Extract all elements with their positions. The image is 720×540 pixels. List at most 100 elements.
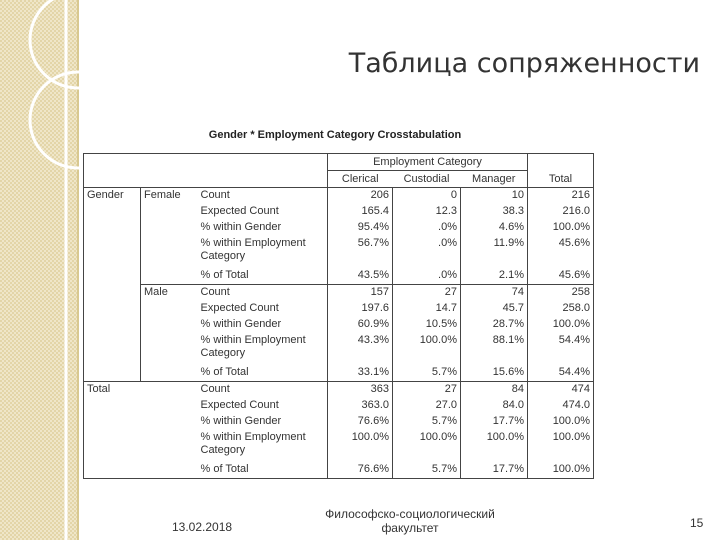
cell: 258.0 bbox=[527, 301, 594, 317]
faculty-line: Философско-социологический bbox=[325, 507, 495, 521]
column-header: Clerical bbox=[341, 173, 379, 185]
column-header: Manager bbox=[460, 170, 528, 188]
cell: .0% bbox=[392, 236, 461, 268]
cell: 474 bbox=[527, 381, 594, 398]
cell: 5.7% bbox=[392, 365, 461, 382]
row-label: Count bbox=[197, 284, 328, 301]
table-row: % within Gender 95.4% .0% 4.6% 100.0% bbox=[84, 220, 594, 236]
cell: 88.1% bbox=[460, 333, 528, 365]
cell: 363.0 bbox=[327, 398, 393, 414]
table-row: % within Employment Category 100.0% 100.0%… bbox=[84, 430, 594, 462]
cell: .0% bbox=[392, 268, 461, 285]
cell: 216.0 bbox=[527, 204, 594, 220]
cell: 45.6% bbox=[527, 268, 594, 285]
row-label: % within Gender bbox=[200, 415, 282, 427]
cell: 54.4% bbox=[527, 333, 594, 365]
cell: 100.0% bbox=[392, 430, 461, 462]
cell: 363 bbox=[327, 381, 393, 398]
table-row: Employment Category Total bbox=[83, 153, 594, 188]
cell: 60.9% bbox=[327, 317, 393, 333]
cell: 45.7 bbox=[460, 301, 528, 317]
cell: 100.0% bbox=[527, 462, 594, 479]
cell: 14.7 bbox=[392, 301, 461, 317]
cell: 100.0% bbox=[460, 430, 528, 462]
cell: 474.0 bbox=[527, 398, 594, 414]
row-label: % within Employment Category bbox=[200, 237, 306, 262]
cell: 27.0 bbox=[392, 398, 461, 414]
decoration bbox=[0, 0, 80, 540]
column-header: Total bbox=[527, 153, 594, 188]
faculty: Философско-социологический факультет bbox=[300, 507, 520, 535]
column-header: Custodial bbox=[403, 173, 450, 185]
table-row: % of Total 33.1% 5.7% 15.6% 54.4% bbox=[84, 365, 594, 382]
table-row: % within Gender 60.9% 10.5% 28.7% 100.0% bbox=[84, 317, 594, 333]
row-label: % within Employment Category bbox=[200, 334, 306, 359]
cell: 45.6% bbox=[527, 236, 594, 268]
cell: 56.7% bbox=[327, 236, 393, 268]
subsection-label: Female bbox=[140, 187, 198, 285]
row-label: Count bbox=[197, 381, 328, 398]
table-row: % of Total 43.5% .0% 2.1% 45.6% bbox=[84, 268, 594, 285]
cell: 17.7% bbox=[460, 462, 528, 479]
row-label: Expected Count bbox=[200, 205, 279, 217]
cell: 258 bbox=[527, 284, 594, 301]
cell: 11.9% bbox=[460, 236, 528, 268]
cell: 4.6% bbox=[460, 220, 528, 236]
cell: 100.0% bbox=[527, 430, 594, 462]
cell: 15.6% bbox=[460, 365, 528, 382]
row-label: % within Gender bbox=[200, 221, 282, 233]
cell: 54.4% bbox=[527, 365, 594, 382]
cell: 12.3 bbox=[392, 204, 461, 220]
cell: 95.4% bbox=[327, 220, 393, 236]
cell: 216 bbox=[527, 187, 594, 204]
row-label: % of Total bbox=[200, 366, 249, 378]
row-label: Expected Count bbox=[200, 302, 279, 314]
cell: 2.1% bbox=[460, 268, 528, 285]
row-label: % of Total bbox=[200, 269, 249, 281]
cell: 197.6 bbox=[327, 301, 393, 317]
cell: 165.4 bbox=[327, 204, 393, 220]
cell: 74 bbox=[460, 284, 528, 301]
cell: 100.0% bbox=[527, 317, 594, 333]
cell: 76.6% bbox=[327, 414, 393, 430]
table-row: % within Employment Category 56.7% .0% 11.9… bbox=[84, 236, 594, 268]
cell: 206 bbox=[327, 187, 393, 204]
cell: 84.0 bbox=[460, 398, 528, 414]
table-row: % within Gender 76.6% 5.7% 17.7% 100.0% bbox=[84, 414, 594, 430]
date: 13.02.2018 bbox=[172, 520, 233, 534]
header-group: Employment Category bbox=[327, 153, 528, 171]
cell: 0 bbox=[392, 187, 461, 204]
table-caption: Gender * Employment Category Crosstabula… bbox=[208, 129, 462, 141]
table-row: Male Count 157 27 74 258 bbox=[84, 284, 594, 382]
row-label: Count bbox=[197, 187, 328, 204]
page-number: 15 bbox=[690, 516, 704, 530]
cell: 43.3% bbox=[327, 333, 393, 365]
cell: 100.0% bbox=[527, 414, 594, 430]
cell: 100.0% bbox=[527, 220, 594, 236]
cell: 27 bbox=[392, 284, 461, 301]
table-row: Expected Count 197.6 14.7 45.7 258.0 bbox=[84, 301, 594, 317]
table-row: Gender Female Count 206 0 10 216 bbox=[83, 187, 594, 382]
table-row: Expected Count 165.4 12.3 38.3 216.0 bbox=[84, 204, 594, 220]
cell: 100.0% bbox=[392, 333, 461, 365]
section-label: Gender bbox=[83, 187, 141, 382]
table-row: Clerical Custodial Manager bbox=[84, 170, 594, 188]
row-label: % of Total bbox=[197, 462, 328, 479]
corner-cell bbox=[83, 153, 328, 188]
table-row: % of Total 76.6% 5.7% 17.7% 100.0% bbox=[84, 462, 594, 479]
table-row: Expected Count 363.0 27.0 84.0 474.0 bbox=[84, 398, 594, 414]
cell: 10.5% bbox=[392, 317, 461, 333]
cell: 5.7% bbox=[392, 462, 461, 479]
slide-title: Таблица сопряженности bbox=[348, 48, 700, 79]
faculty-line: факультет bbox=[381, 521, 439, 535]
row-label: % within Gender bbox=[200, 318, 282, 330]
cell: 17.7% bbox=[460, 414, 528, 430]
cell: 5.7% bbox=[392, 414, 461, 430]
table-row: Total Count 363 27 84 474 bbox=[83, 381, 594, 479]
cell: 33.1% bbox=[327, 365, 393, 382]
cell: 100.0% bbox=[327, 430, 393, 462]
row-label: Expected Count bbox=[200, 399, 279, 411]
cell: 84 bbox=[460, 381, 528, 398]
cell: 27 bbox=[392, 381, 461, 398]
